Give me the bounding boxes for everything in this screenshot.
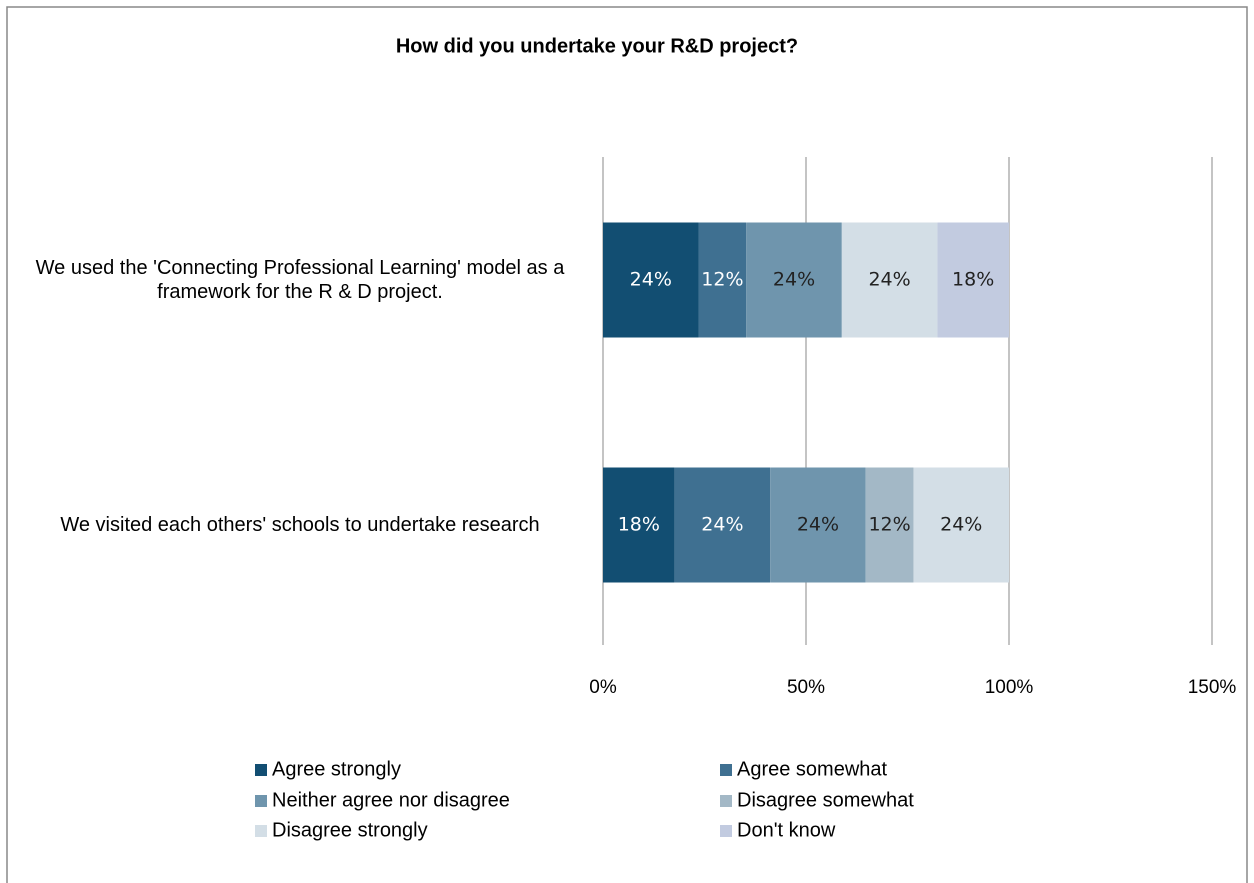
data-label: 12% [868,514,910,536]
legend-label: Disagree somewhat [737,789,914,811]
data-label: 24% [868,269,910,291]
x-tick-label: 0% [589,677,617,698]
legend-swatch [720,764,732,776]
data-label: 24% [797,514,839,536]
frame [6,6,1248,883]
legend-label: Don't know [737,819,836,841]
chart-title: How did you undertake your R&D project? [396,35,798,57]
y-tick-label: We visited each others' schools to under… [60,514,540,536]
x-tick-label: 150% [1188,677,1237,698]
x-tick-label: 100% [985,677,1034,698]
bar-segment [841,222,938,338]
bar-segment [865,467,914,583]
legend-swatch [255,825,267,837]
bar-segment [698,222,747,338]
legend-swatch [255,764,267,776]
bar-segment [603,467,675,583]
bar-segment [674,467,771,583]
data-label: 12% [701,269,743,291]
data-label: 24% [630,269,672,291]
legend-label: Agree strongly [272,758,401,780]
data-label: 18% [952,269,994,291]
legend-swatch [720,795,732,807]
y-tick-label: We used the 'Connecting Professional Lea… [35,257,565,303]
data-label: 24% [701,514,743,536]
bar-segment [913,467,1009,583]
legend-swatch [255,795,267,807]
data-label: 24% [940,514,982,536]
bar-segment [603,222,699,338]
data-label: 18% [618,514,660,536]
bar-segment [746,222,842,338]
bar-segment [770,467,866,583]
bar-segment [937,222,1009,338]
legend-swatch [720,825,732,837]
legend-label: Agree somewhat [737,758,888,780]
legend-label: Disagree strongly [272,819,428,841]
legend-label: Neither agree nor disagree [272,789,510,811]
data-label: 24% [773,269,815,291]
x-tick-label: 50% [787,677,825,698]
